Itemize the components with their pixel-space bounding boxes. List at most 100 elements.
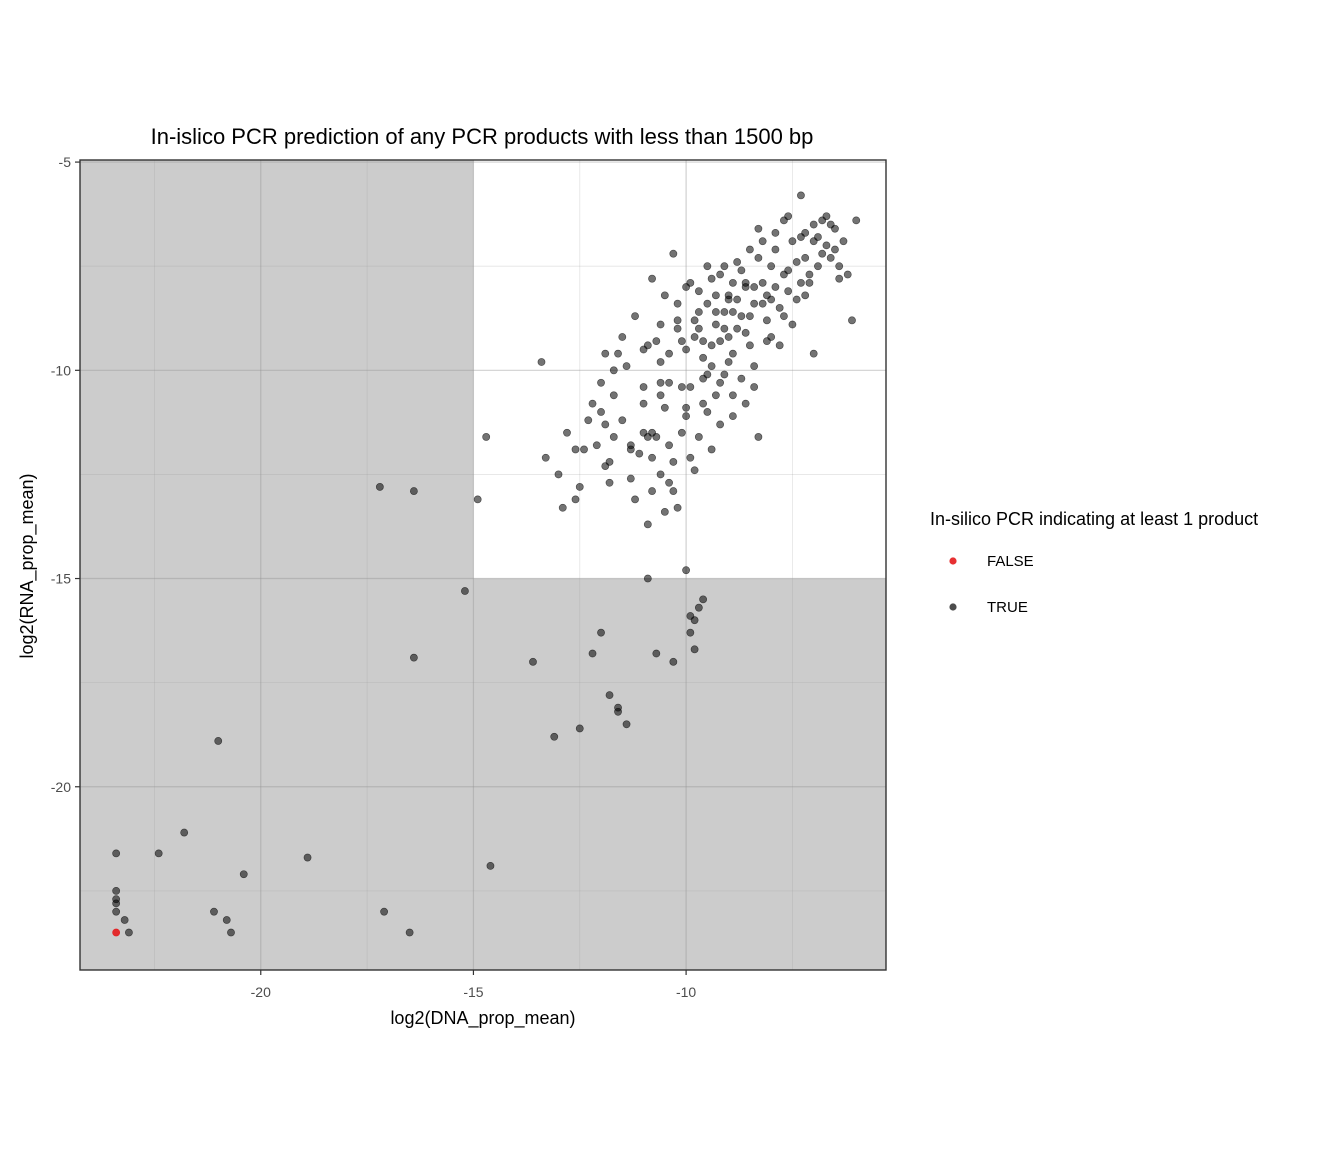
data-point-true — [805, 270, 814, 279]
data-point-true — [788, 237, 797, 246]
data-point-true — [677, 428, 686, 437]
data-point-true — [745, 245, 754, 254]
data-point-true — [741, 399, 750, 408]
data-point-true — [711, 308, 720, 316]
data-point-true — [775, 303, 784, 312]
data-point-true — [694, 308, 703, 316]
y-tick-label: -10 — [51, 362, 71, 378]
data-point-true — [728, 278, 737, 287]
data-point-true — [643, 520, 652, 529]
data-point-true — [665, 378, 673, 387]
legend: In-silico PCR indicating at least 1 prod… — [930, 509, 1258, 616]
x-axis-title: log2(DNA_prop_mean) — [390, 1008, 575, 1029]
data-point-true — [835, 274, 844, 283]
data-point-true — [375, 483, 384, 491]
data-point-true — [482, 433, 491, 441]
data-point-true — [720, 324, 729, 333]
shaded-regions — [80, 160, 886, 970]
data-point-true — [805, 278, 814, 287]
data-point-true — [771, 283, 780, 291]
data-point-true — [622, 720, 631, 729]
data-point-true — [716, 337, 725, 346]
data-point-true — [720, 370, 729, 379]
data-point-true — [635, 449, 644, 458]
data-point-true — [767, 262, 776, 271]
data-point-true — [409, 487, 418, 495]
data-point-true — [831, 245, 839, 254]
data-point-true — [614, 349, 622, 358]
data-point-true — [643, 574, 652, 583]
data-point-true — [605, 458, 614, 466]
plot-border — [79, 159, 887, 971]
data-point-true — [673, 324, 682, 333]
data-point-true — [694, 433, 703, 441]
data-point-true — [720, 308, 729, 316]
data-point-true — [656, 320, 665, 329]
data-point-true — [771, 228, 780, 237]
data-point-true — [745, 341, 754, 350]
legend-key-false — [949, 557, 957, 565]
data-point-true — [724, 358, 733, 366]
data-point-true — [558, 503, 567, 512]
data-point-true — [529, 657, 537, 666]
data-point-true — [741, 328, 750, 337]
data-point-true — [656, 378, 665, 387]
data-point-true — [780, 216, 788, 225]
data-point-true — [588, 399, 597, 408]
shade-region-bottom — [473, 578, 886, 970]
data-point-true — [656, 358, 665, 366]
data-point-true — [750, 299, 759, 308]
data-point-true — [597, 378, 605, 387]
data-point-true — [754, 433, 763, 441]
data-point-true — [809, 220, 818, 229]
data-point-true — [652, 649, 661, 658]
data-point-true — [626, 474, 635, 483]
data-point-true — [763, 337, 771, 346]
data-point-true — [652, 433, 661, 441]
data-point-true — [571, 495, 580, 504]
data-point-true — [622, 362, 631, 371]
data-point-true — [686, 383, 695, 391]
data-point-true — [826, 220, 835, 229]
data-point-true — [690, 466, 699, 475]
data-point-true — [554, 470, 563, 479]
data-point-true — [584, 416, 593, 425]
data-point-true — [741, 278, 750, 287]
data-point-true — [405, 928, 414, 937]
x-tick-label: -15 — [463, 984, 483, 1000]
data-point-true — [592, 441, 601, 450]
data-point-true — [797, 278, 805, 287]
data-point-true — [180, 828, 189, 837]
data-point-true — [239, 870, 248, 879]
data-point-true — [686, 278, 695, 287]
data-point-true — [754, 224, 763, 233]
data-point-true — [728, 349, 737, 358]
data-point-true — [745, 312, 754, 321]
data-point-true — [809, 349, 818, 358]
data-point-true — [112, 849, 121, 858]
data-point-true — [724, 333, 733, 341]
legend-label-false: FALSE — [987, 553, 1034, 570]
data-point-true — [784, 266, 793, 275]
data-point-true — [461, 587, 469, 595]
grid-lines — [80, 160, 886, 970]
data-point-true — [665, 441, 673, 450]
data-point-true — [716, 420, 725, 429]
data-point-true — [737, 266, 746, 275]
data-point-true — [814, 262, 822, 271]
data-point-true — [665, 349, 673, 358]
data-point-true — [673, 299, 682, 308]
data-point-true — [673, 503, 682, 512]
data-point-true — [720, 262, 729, 271]
data-point-true — [728, 391, 737, 400]
data-point-true — [648, 487, 656, 495]
data-point-true — [669, 657, 678, 666]
data-point-true — [852, 216, 861, 225]
data-point-true — [222, 916, 231, 924]
data-point-true — [758, 278, 767, 287]
data-point-true — [618, 416, 627, 425]
y-tick-label: -5 — [59, 154, 72, 170]
data-point-true — [758, 299, 767, 308]
data-point-true — [775, 341, 784, 350]
